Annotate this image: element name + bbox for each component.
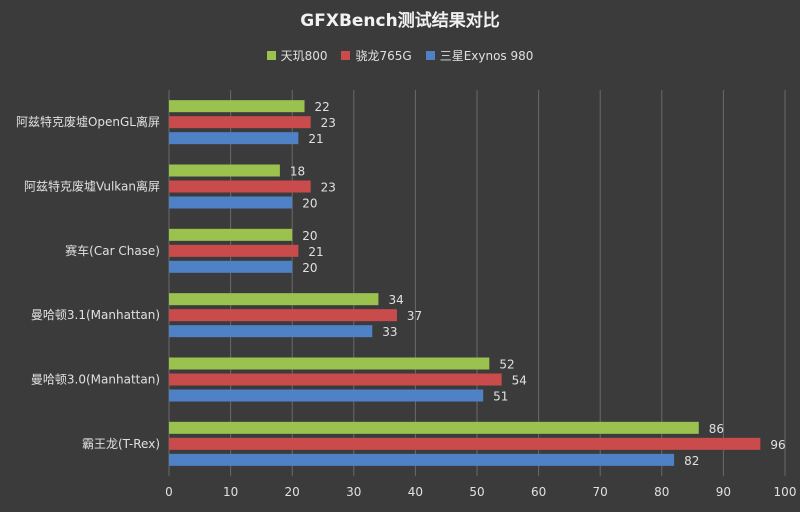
bar: [169, 293, 379, 306]
x-tick-label: 50: [469, 485, 484, 499]
bar: [169, 100, 305, 113]
bar: [169, 244, 299, 257]
data-label: 37: [407, 309, 422, 323]
bar: [169, 132, 299, 145]
bar: [169, 437, 761, 450]
x-tick-label: 100: [774, 485, 797, 499]
data-label: 96: [770, 438, 785, 452]
legend-item: 骁龙765G: [341, 47, 412, 64]
x-tick-label: 60: [531, 485, 546, 499]
data-label: 22: [315, 100, 330, 114]
bar: [169, 453, 675, 466]
bar: [169, 164, 280, 177]
legend-label: 三星Exynos 980: [439, 49, 534, 63]
legend-label: 骁龙765G: [355, 49, 412, 63]
x-tick-label: 0: [165, 485, 173, 499]
data-label: 21: [308, 132, 323, 146]
data-label: 23: [321, 181, 336, 195]
x-tick-label: 80: [654, 485, 669, 499]
bar: [169, 389, 484, 402]
legend-item: 天玑800: [266, 47, 328, 64]
data-label: 51: [493, 390, 508, 404]
data-label: 20: [302, 197, 317, 211]
data-label: 54: [512, 374, 527, 388]
data-label: 52: [499, 358, 514, 372]
data-label: 82: [684, 454, 699, 468]
x-tick-label: 70: [593, 485, 608, 499]
bar: [169, 357, 490, 370]
bar: [169, 196, 293, 209]
x-tick-label: 90: [716, 485, 731, 499]
bar: [169, 116, 311, 129]
category-label: 霸王龙(T-Rex): [82, 437, 160, 451]
data-label: 86: [709, 422, 724, 436]
legend-swatch: [341, 51, 351, 60]
bar: [169, 309, 397, 322]
category-label: 曼哈顿3.0(Manhattan): [31, 373, 160, 387]
data-label: 21: [308, 245, 323, 259]
category-label: 阿兹特克废墟Vulkan离屏: [24, 179, 160, 194]
data-label: 20: [302, 261, 317, 275]
bar: [169, 260, 293, 273]
legend-item: 三星Exynos 980: [425, 47, 534, 64]
category-label: 赛车(Car Chase): [65, 243, 160, 258]
data-label: 20: [302, 229, 317, 243]
bar: [169, 325, 373, 338]
bar: [169, 421, 699, 434]
legend-swatch: [266, 51, 276, 60]
data-label: 34: [388, 293, 403, 307]
bar: [169, 373, 502, 386]
data-label: 33: [382, 325, 397, 339]
x-tick-label: 20: [285, 485, 300, 499]
x-tick-label: 30: [346, 485, 361, 499]
chart-title: GFXBench测试结果对比: [300, 11, 500, 31]
chart-legend: 天玑800 骁龙765G 三星Exynos 980: [0, 47, 800, 64]
legend-swatch: [425, 51, 435, 60]
bar: [169, 180, 311, 193]
legend-label: 天玑800: [280, 49, 328, 63]
bar: [169, 228, 293, 241]
data-label: 23: [321, 116, 336, 130]
x-tick-label: 10: [223, 485, 238, 499]
category-label: 曼哈顿3.1(Manhattan): [31, 308, 160, 322]
x-tick-label: 40: [408, 485, 423, 499]
category-label: 阿兹特克废墟OpenGL离屏: [16, 114, 160, 129]
data-label: 18: [290, 165, 305, 179]
